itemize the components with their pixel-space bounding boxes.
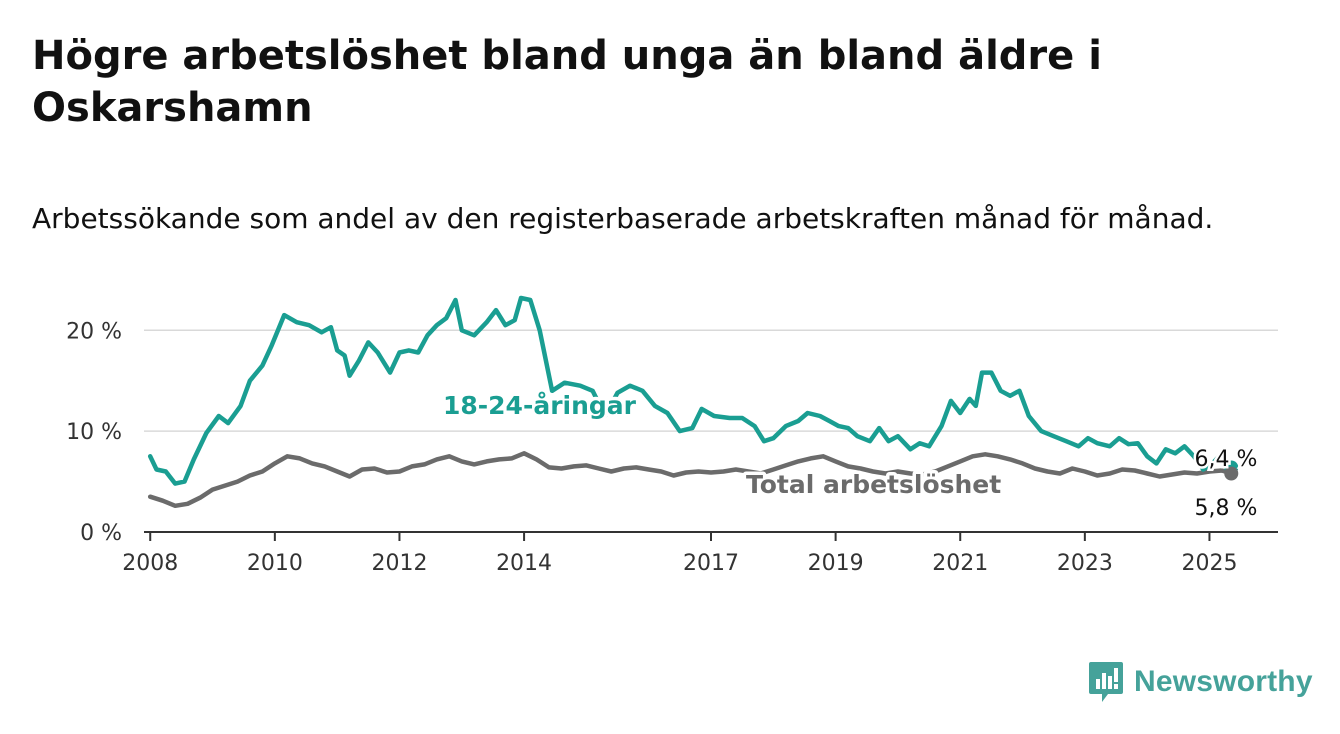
brand-logo: Newsworthy — [1088, 660, 1313, 704]
newsworthy-logo-icon — [1089, 662, 1123, 702]
x-tick-label: 2017 — [683, 551, 739, 576]
series-label-youth: 18-24-åringar — [443, 391, 637, 420]
series-line-youth — [147, 295, 1234, 486]
y-tick-label: 0 % — [80, 521, 122, 546]
chart-subtitle: Arbetssökande som andel av den registerb… — [32, 202, 1214, 235]
line-chart: 0 % 10 % 20 % 2008 2010 2012 2014 2017 2019 2021 2… — [66, 295, 1278, 576]
x-tick-label: 2019 — [808, 551, 864, 576]
series-label-total: Total arbetslöshet — [746, 470, 1001, 499]
end-value-label-youth: 6,4 % — [1195, 447, 1258, 472]
x-tick-label: 2023 — [1057, 551, 1113, 576]
x-tick-label: 2021 — [932, 551, 988, 576]
end-point-total — [1224, 466, 1239, 481]
x-tick-label: 2014 — [496, 551, 552, 576]
x-tick-label: 2012 — [371, 551, 427, 576]
x-tick-label: 2025 — [1181, 551, 1237, 576]
y-tick-label: 10 % — [66, 420, 122, 445]
y-tick-label: 20 % — [66, 319, 122, 344]
chart-title: Högre arbetslöshet bland unga än bland ä… — [32, 33, 1102, 131]
end-value-label-total: 5,8 % — [1195, 496, 1258, 521]
x-tick-label: 2008 — [122, 551, 178, 576]
x-tick-label: 2010 — [247, 551, 303, 576]
series-line-total — [147, 451, 1234, 509]
brand-name: Newsworthy — [1134, 665, 1313, 698]
